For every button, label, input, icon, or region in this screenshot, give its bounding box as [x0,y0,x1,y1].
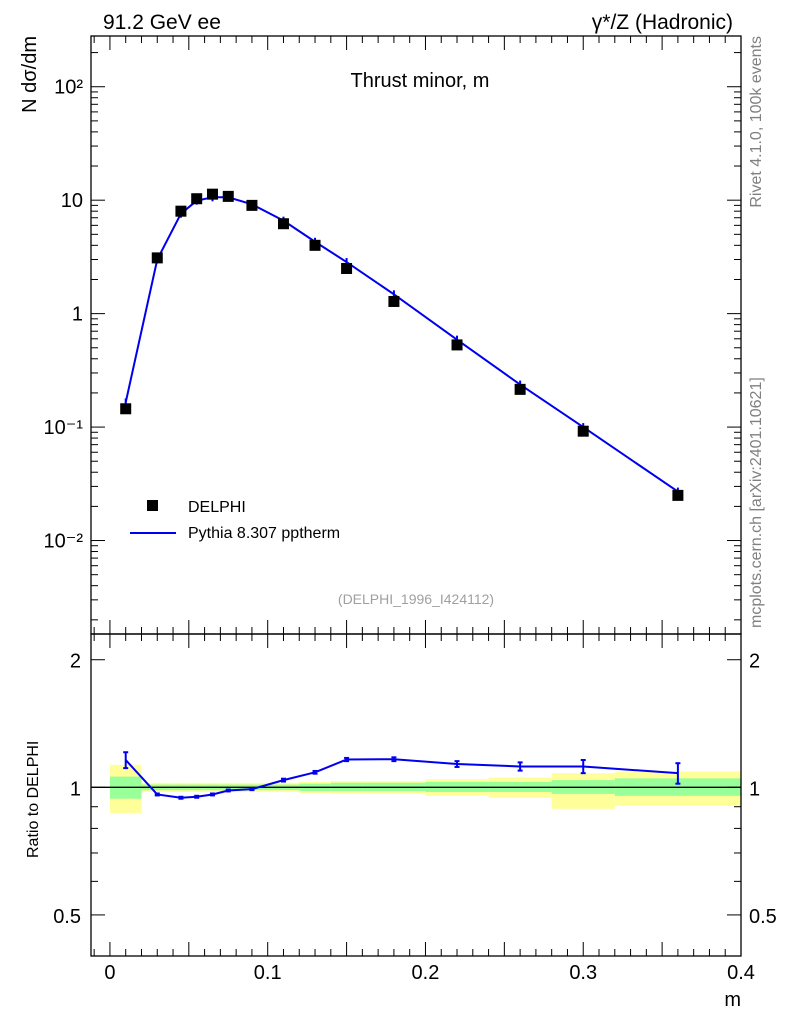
delphi-data-point [222,190,234,202]
legend: DELPHI Pythia 8.307 pptherm [130,499,340,542]
ratio-y-tick-label-right: 0.5 [749,906,777,928]
pythia-error-bars [124,193,679,496]
rivet-version-label: Rivet 4.1.0, 100k events [748,36,765,208]
legend-label-pythia: Pythia 8.307 pptherm [188,525,340,542]
ratio-y-tick-label-right: 2 [749,651,760,673]
legend-label-delphi: DELPHI [188,499,246,516]
ratio-y-tick-label: 2 [70,651,81,673]
main-x-axis-ticks [93,36,742,634]
main-y-axis-label: N dσ/dm [19,36,41,113]
main-y-tick-label: 10⁻² [44,531,84,553]
ratio-y-tick-label-right: 1 [749,778,760,800]
ratio-plot-frame [90,633,742,957]
delphi-data-point [388,295,400,307]
delphi-data-point [151,252,163,264]
delphi-data-point [514,383,526,395]
main-y-tick-label: 10⁻¹ [44,417,84,439]
delphi-data-points [120,188,684,501]
source-url-label: mcplots.cern.ch [arXiv:2401.10621] [748,377,765,628]
main-y-tick-label: 10 [61,190,83,212]
ratio-y-axis-label: Ratio to DELPHI [25,741,42,858]
delphi-data-point [120,403,132,415]
ratio-y-axis-ticks [91,659,741,916]
delphi-data-point [451,339,463,351]
ratio-y-axis-tick-labels-right: 0.5 1 2 [749,651,777,928]
chart-title: Thrust minor, m [351,70,490,92]
header-energy-label: 91.2 GeV ee [103,11,221,34]
header-process-label: γ*/Z (Hadronic) [592,11,733,34]
ratio-y-tick-label: 0.5 [53,906,81,928]
delphi-data-point [206,188,218,200]
x-tick-label: 0.4 [727,962,755,984]
main-y-axis-ticks [91,52,741,621]
analysis-label: (DELPHI_1996_I424112) [338,591,494,607]
main-y-tick-label: 10² [54,77,83,99]
delphi-data-point [309,239,321,251]
ratio-plot-panel: 0.5 1 2 0.5 1 2 0 0.1 0.2 0.3 0.4 Ratio to DELPH… [25,633,777,1011]
ratio-x-axis-ticks [93,634,742,956]
delphi-data-point [246,199,258,211]
delphi-data-point [672,489,684,501]
delphi-data-point [277,218,289,230]
main-plot-panel: 10⁻² 10⁻¹ 1 10 10² Thrust minor, m (DELPHI_1… [19,35,742,635]
x-tick-label: 0.2 [412,962,440,984]
main-plot-frame [90,35,742,635]
x-tick-label: 0 [104,962,115,984]
x-tick-label: 0.1 [254,962,282,984]
legend-marker-delphi [147,500,158,511]
x-axis-label: m [724,989,741,1011]
x-axis-tick-labels: 0 0.1 0.2 0.3 0.4 [104,962,755,984]
pythia-curve [124,196,679,493]
delphi-data-point [191,193,203,205]
delphi-data-point [341,262,353,274]
main-y-axis-tick-labels: 10⁻² 10⁻¹ 1 10 10² [44,77,84,553]
ratio-y-tick-label: 1 [70,778,81,800]
main-y-tick-label: 1 [72,304,83,326]
x-tick-label: 0.3 [569,962,597,984]
delphi-data-point [577,425,589,437]
delphi-data-point [175,205,187,217]
ratio-y-axis-tick-labels: 0.5 1 2 [53,651,81,928]
ratio-error-bars [123,751,681,800]
